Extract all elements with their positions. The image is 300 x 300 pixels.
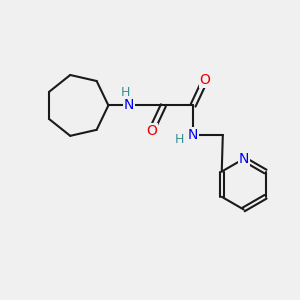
Text: O: O [146,124,157,138]
Text: O: O [200,73,210,87]
Text: N: N [238,152,249,166]
Text: N: N [124,98,134,112]
Text: N: N [188,128,198,142]
Text: H: H [121,85,130,98]
Text: H: H [175,133,184,146]
